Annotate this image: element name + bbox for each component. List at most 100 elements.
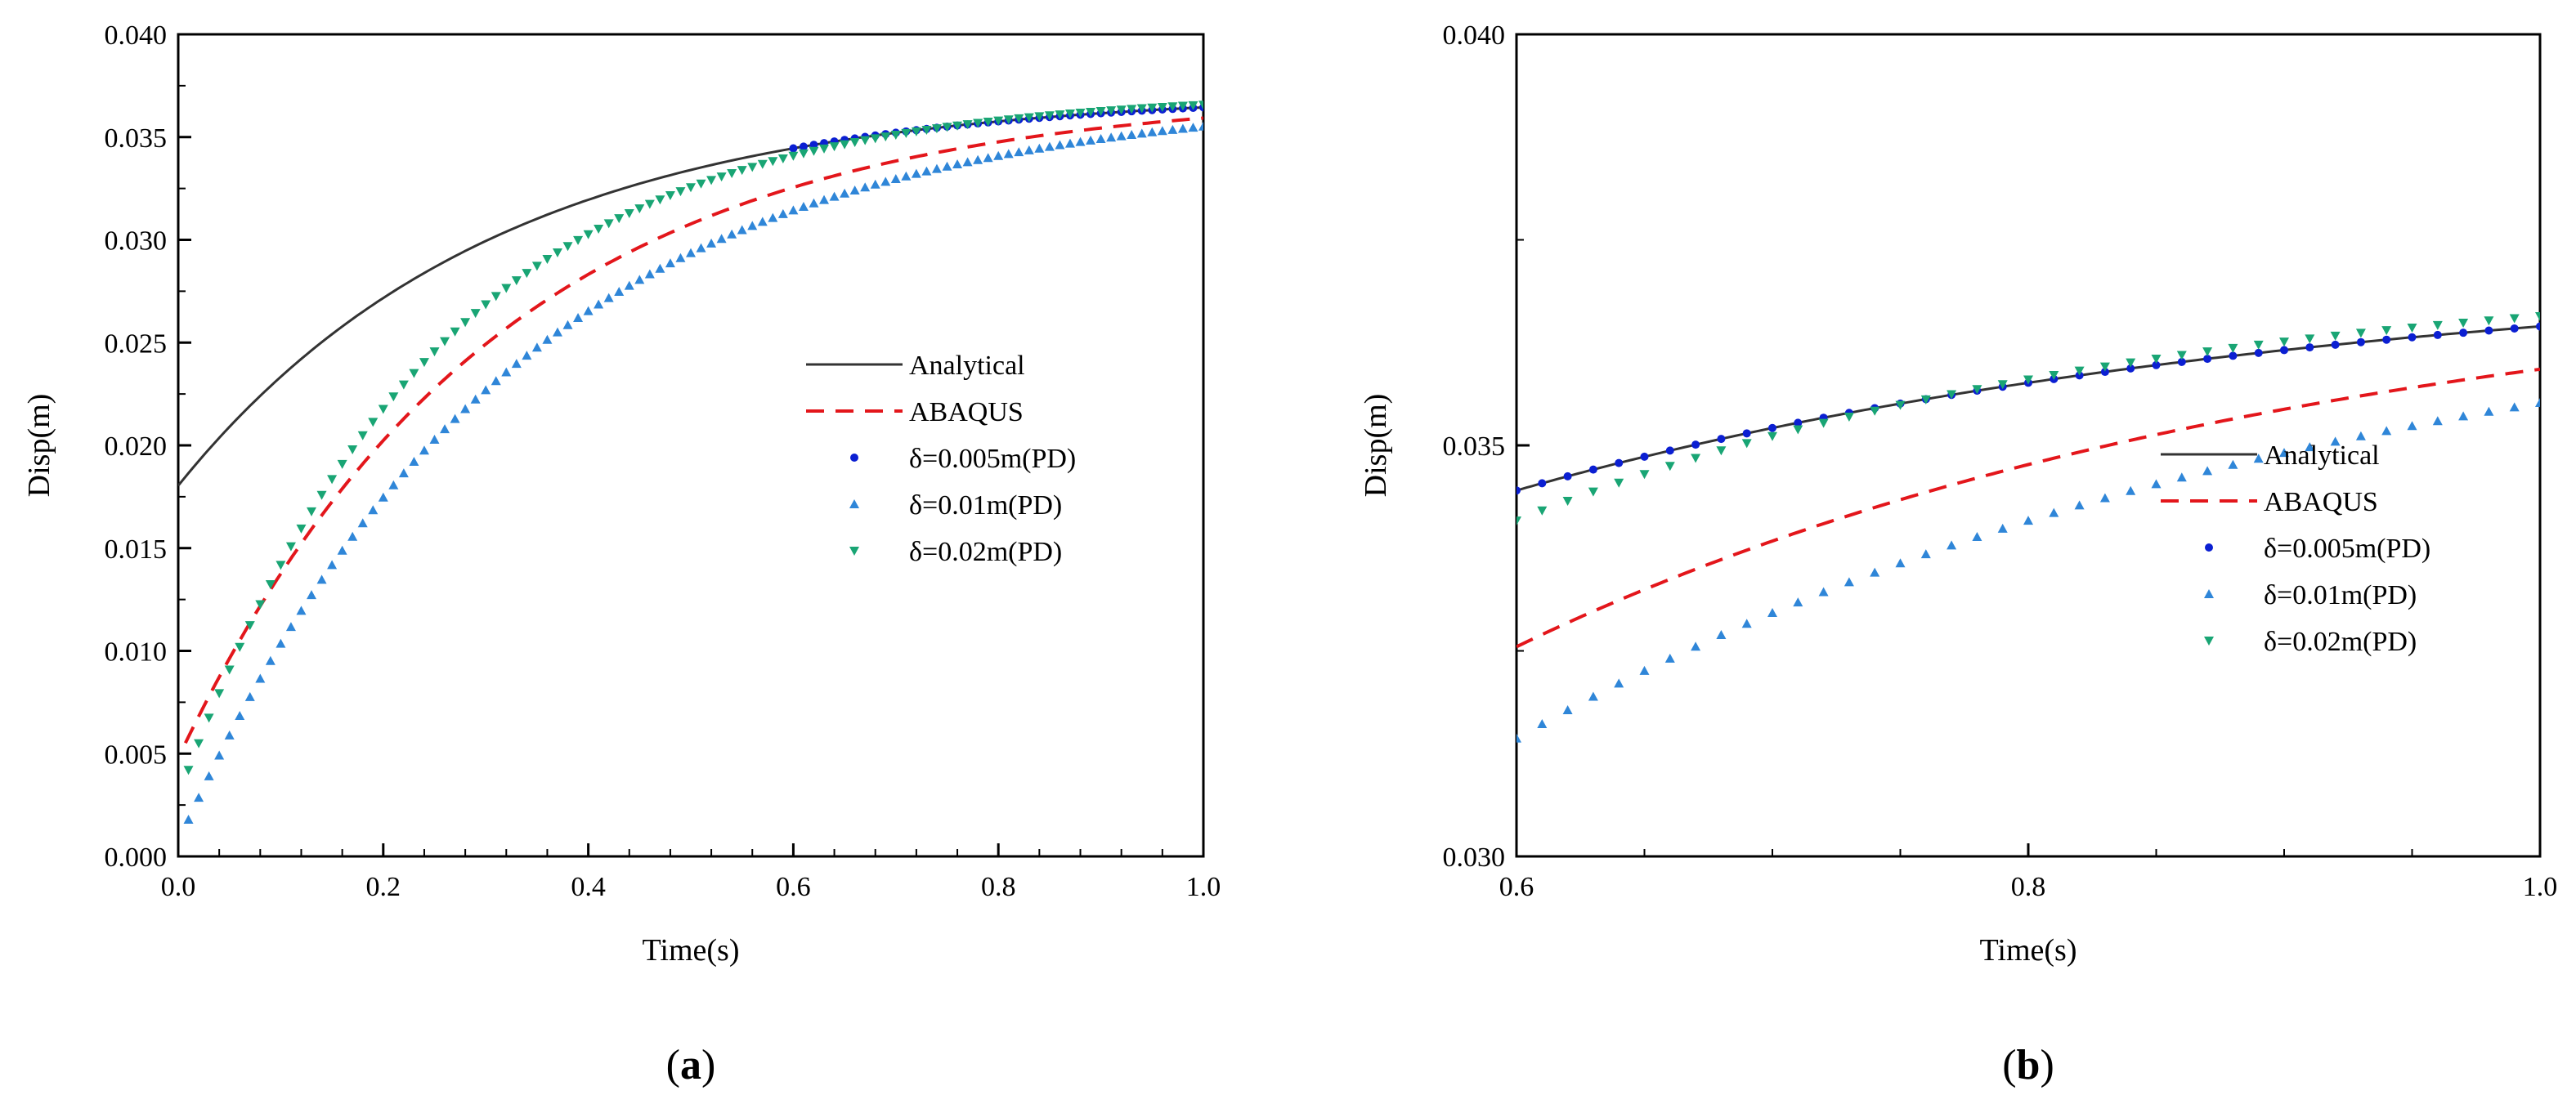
series-0-02m-pd-point — [2458, 319, 2469, 329]
series-0-02m-pd-point — [2126, 358, 2136, 368]
series-0-01m-pd-point — [296, 606, 307, 615]
x-axis-title: Time(s) — [1980, 933, 2077, 968]
series-0-01m-pd-point — [2228, 459, 2238, 469]
series-0-02m-pd-point — [962, 120, 973, 130]
y-tick-label: 0.020 — [105, 431, 168, 462]
plot-frame — [1515, 33, 2542, 858]
series-0-01m-pd-point — [368, 505, 379, 515]
series-0-005m-pd-point — [2408, 333, 2417, 342]
series-0-01m-pd-point — [737, 225, 747, 235]
legend-item: δ=0.005m(PD) — [850, 444, 1076, 474]
series-0-01m-pd-point — [1997, 523, 2008, 533]
series-0-01m-pd-point — [573, 313, 584, 323]
legend-label: Analytical — [909, 351, 1025, 381]
legend-item: ABAQUS — [806, 397, 1024, 427]
series-0-02m-pd-point — [2228, 343, 2238, 353]
series-0-01m-pd-markers — [1516, 398, 2540, 743]
series-0-01m-pd-point — [1716, 630, 1727, 640]
series-0-02m-pd-point — [860, 136, 871, 145]
series-0-02m-pd-point — [470, 309, 481, 319]
series-0-01m-pd-point — [2432, 416, 2443, 426]
series-0-01m-pd-point — [1095, 134, 1106, 144]
legend: Analytical ABAQUS δ=0.005m(PD) δ=0.01m(PD) δ… — [806, 351, 1076, 567]
series-0-01m-pd-point — [501, 367, 512, 377]
series-0-02m-pd-point — [921, 125, 932, 135]
x-tick-label: 1.0 — [2523, 872, 2558, 902]
series-0-02m-pd-point — [911, 127, 921, 136]
series-0-01m-pd-point — [1024, 145, 1034, 154]
legend-label: ABAQUS — [909, 397, 1024, 427]
series-0-01m-pd-point — [337, 545, 347, 555]
series-0-01m-pd-point — [840, 188, 850, 198]
series-0-02m-pd-point — [727, 169, 737, 179]
series-0-01m-pd-point — [696, 243, 706, 253]
series-0-02m-pd-point — [378, 405, 388, 414]
series-0-02m-pd-point — [809, 146, 819, 156]
series-0-02m-pd-point — [1044, 111, 1055, 121]
panel-label: (a) — [666, 1042, 716, 1088]
series-0-02m-pd-point — [265, 579, 276, 589]
series-0-02m-pd-point — [1064, 110, 1075, 119]
y-tick-label: 0.040 — [105, 20, 168, 51]
legend-swatch — [2204, 589, 2214, 598]
series-0-01m-pd-point — [962, 157, 973, 167]
series-0-01m-pd-point — [1844, 577, 1854, 587]
series-0-02m-pd-point — [409, 369, 419, 378]
x-tick-label: 0.6 — [776, 872, 811, 902]
series-0-02m-pd-point — [583, 230, 594, 239]
series-0-02m-pd-point — [1716, 446, 1727, 456]
series-0-01m-pd-point — [880, 177, 891, 186]
series-0-01m-pd-point — [511, 359, 522, 369]
series-0-01m-pd-point — [194, 793, 204, 802]
series-0-02m-pd-point — [307, 507, 317, 516]
series-0-02m-pd-point — [357, 431, 368, 440]
series-0-01m-pd-point — [1870, 567, 1880, 577]
chart-panel-a: 0.0 0.2 0.4 0.6 0.8 1.0 0.000 0.005 0.010 0.015 0.… — [22, 20, 1221, 1088]
series-0-01m-pd-point — [316, 574, 327, 584]
legend: Analytical ABAQUS δ=0.005m(PD) δ=0.01m(PD) δ… — [2161, 440, 2430, 657]
x-tick-label: 1.0 — [1186, 872, 1221, 902]
series-0-02m-pd-point — [2074, 366, 2085, 376]
legend-swatch — [849, 499, 859, 508]
series-0-01m-pd-point — [2407, 421, 2417, 431]
series-0-02m-pd-point — [1664, 462, 1675, 472]
series-0-01m-pd-point — [2484, 406, 2494, 416]
series-0-02m-pd-point — [890, 130, 901, 140]
series-0-02m-pd-point — [347, 445, 358, 454]
series-0-02m-pd-point — [2151, 354, 2162, 364]
y-tick-label: 0.000 — [105, 843, 168, 873]
series-0-01m-pd-point — [1767, 607, 1777, 617]
series-0-01m-pd-point — [942, 161, 952, 171]
series-0-02m-pd-point — [542, 255, 553, 265]
series-0-01m-pd-point — [993, 150, 1004, 160]
series-0-01m-pd-point — [2458, 411, 2469, 421]
series-0-01m-pd-point — [1537, 719, 1548, 729]
series-0-02m-pd-point — [2355, 329, 2366, 338]
series-0-01m-pd-point — [614, 287, 625, 297]
series-0-01m-pd-point — [1972, 531, 1982, 541]
legend-item: δ=0.01m(PD) — [2204, 580, 2417, 610]
series-0-01m-pd-point — [542, 334, 553, 344]
series-0-02m-pd-point — [204, 713, 214, 723]
series-0-01m-pd-point — [491, 376, 501, 386]
series-0-01m-pd-point — [2279, 448, 2289, 458]
series-0-01m-pd-point — [214, 750, 225, 760]
series-0-005m-pd-point — [809, 141, 818, 150]
series-0-02m-pd-point — [1767, 431, 1777, 441]
series-0-02m-pd-point — [1198, 101, 1203, 110]
series-0-01m-pd-point — [921, 166, 932, 176]
series-0-01m-pd-point — [1614, 678, 1624, 688]
series-0-02m-pd-point — [276, 561, 286, 570]
series-0-005m-pd-point — [2356, 337, 2365, 346]
series-0-01m-pd-point — [357, 518, 368, 528]
series-0-01m-pd-point — [777, 208, 788, 218]
series-0-02m-pd-point — [214, 689, 225, 699]
series-0-02m-pd-point — [594, 224, 604, 234]
series-0-02m-pd-point — [337, 459, 347, 469]
series-0-005m-pd-point — [2536, 322, 2540, 331]
series-0-02m-pd-point — [849, 138, 860, 148]
series-0-01m-pd-point — [757, 217, 768, 226]
series-0-005m-pd-point — [2459, 329, 2468, 337]
series-0-02m-pd-point — [1562, 496, 1573, 506]
series-0-02m-pd-point — [1516, 516, 1521, 526]
